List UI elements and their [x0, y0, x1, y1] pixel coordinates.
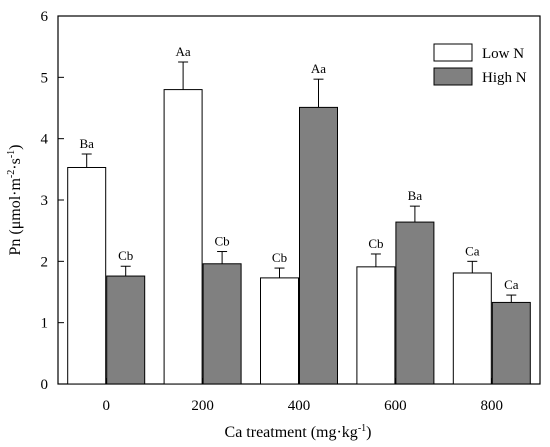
data-label: Aa [176, 44, 191, 59]
data-label: Ba [408, 188, 423, 203]
x-tick-label: 600 [384, 398, 407, 414]
legend: Low N High N [433, 43, 527, 86]
bar-low-n [67, 166, 107, 385]
data-label: Ca [465, 243, 480, 258]
bar-low-n [163, 89, 203, 385]
y-tick-label: 0 [41, 377, 49, 393]
bar-low-n [452, 272, 492, 385]
bar-high-n [491, 301, 531, 385]
bar-high-n [395, 221, 435, 385]
data-label: Cb [368, 236, 383, 251]
data-label: Ca [504, 277, 519, 292]
data-label: Cb [272, 250, 287, 265]
y-tick-label: 1 [41, 316, 49, 332]
data-label: Cb [118, 248, 133, 263]
bar-low-n [356, 266, 396, 385]
y-axis-title: Pn (μmol·m-2·s-1) [6, 144, 24, 255]
bar-high-n [202, 263, 242, 385]
x-tick-label: 200 [191, 398, 214, 414]
x-tick-label: 0 [102, 398, 110, 414]
bar-high-n [299, 106, 338, 385]
legend-swatch-high-n [433, 67, 473, 86]
y-tick-label: 6 [41, 9, 49, 25]
legend-label-high-n: High N [482, 70, 527, 86]
data-label: Ba [79, 136, 94, 151]
legend-swatch-low-n [433, 43, 473, 62]
data-label: Aa [311, 61, 326, 76]
y-tick-label: 3 [41, 193, 49, 209]
x-tick-label: 800 [481, 398, 504, 414]
y-tick-label: 5 [41, 70, 49, 86]
plot-area: 0 1 2 3 4 5 6 0 Ba Cb 200 Aa Cb 400 Cb Aa 600 Cb Ba 800 Ca Ca [41, 9, 541, 414]
data-label: Cb [215, 234, 230, 249]
bar-low-n [260, 277, 299, 385]
y-tick-label: 2 [41, 254, 49, 270]
bar-high-n [106, 275, 146, 385]
y-tick-label: 4 [41, 132, 49, 148]
x-axis-title: Ca treatment (mg·kg-1) [225, 423, 372, 441]
x-tick-label: 400 [288, 398, 311, 414]
legend-label-low-n: Low N [482, 46, 524, 62]
